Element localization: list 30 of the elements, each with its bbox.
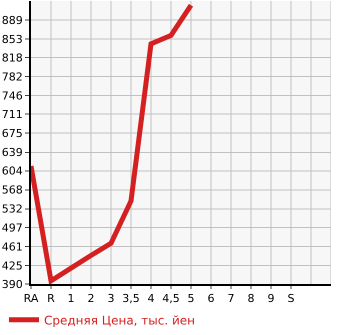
y-tick-label: 853 (2, 32, 23, 46)
y-tick-label: 711 (2, 108, 23, 122)
x-tick-label: 3,5 (122, 292, 140, 306)
x-tick-label: 6 (208, 292, 214, 306)
x-tick-label: 4,5 (162, 292, 180, 306)
x-tick-label: 4 (148, 292, 154, 306)
y-tick-label: 532 (2, 202, 23, 216)
x-tick-label: 9 (268, 292, 274, 306)
y-tick-label: 568 (2, 184, 23, 197)
y-tick-label: 461 (2, 240, 23, 254)
y-tick-label: 746 (2, 90, 23, 103)
x-tick-label: RA (24, 292, 39, 306)
y-tick-label: 604 (2, 164, 23, 178)
y-tick-label: 889 (2, 14, 23, 27)
x-tick-label: 5 (188, 292, 194, 306)
x-tick-label: 8 (248, 292, 254, 306)
x-tick-label: S (288, 292, 295, 306)
x-tick-label: 3 (108, 292, 114, 306)
y-tick-label: 390 (2, 278, 23, 291)
x-tick-label: 2 (88, 292, 94, 306)
y-tick-label: 818 (2, 51, 23, 64)
legend-label: Средняя Цена, тыс. йен (44, 313, 196, 328)
y-tick-label: 425 (2, 259, 23, 272)
y-tick-label: 639 (2, 146, 23, 160)
x-tick-label: R (47, 292, 56, 306)
x-tick-label: 7 (228, 292, 234, 306)
x-tick-label: 1 (68, 292, 74, 306)
y-tick-label: 675 (2, 127, 23, 140)
y-tick-label: 782 (2, 70, 23, 84)
y-tick-label: 497 (2, 221, 23, 234)
